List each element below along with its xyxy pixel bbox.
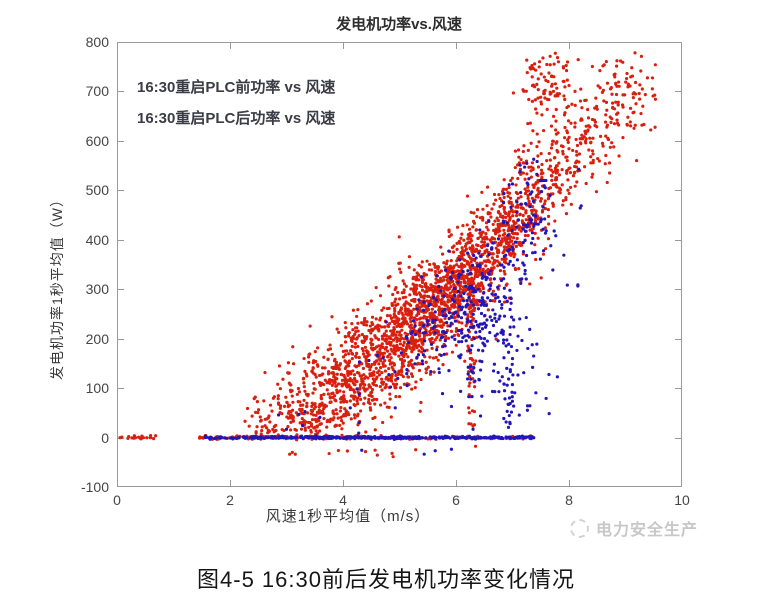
x-tick-label: 4 <box>339 492 347 508</box>
figure-caption: 图4-5 16:30前后发电机功率变化情况 <box>197 567 575 592</box>
x-tick-label: 8 <box>565 492 573 508</box>
chart-legend: 16:30重启PLC前功率 vs 风速 16:30重启PLC后功率 vs 风速 <box>137 72 335 134</box>
y-tick-label: 0 <box>101 429 109 446</box>
y-tick-label: 100 <box>85 380 109 397</box>
y-tick-label: 800 <box>85 34 109 50</box>
publisher-logo-icon <box>570 518 589 538</box>
watermark: 电力安全生产 <box>570 516 698 540</box>
x-tick-label: 0 <box>113 492 121 508</box>
chart-title: 发电机功率vs.风速 <box>336 16 462 33</box>
y-tick-label: 300 <box>85 281 109 298</box>
y-tick-label: 700 <box>85 83 109 100</box>
watermark-text: 电力安全生产 <box>596 522 699 539</box>
scatter-plot-canvas <box>117 42 682 487</box>
x-tick-label: 10 <box>674 492 690 508</box>
y-tick-label: 600 <box>85 132 109 149</box>
legend-entry-before-restart: 16:30重启PLC前功率 vs 风速 <box>137 79 336 96</box>
y-tick-label: 400 <box>85 231 109 248</box>
x-tick-label: 2 <box>226 492 234 508</box>
y-tick-label: 200 <box>85 330 109 347</box>
y-tick-label: 500 <box>85 182 109 199</box>
legend-entry-after-restart: 16:30重启PLC后功率 vs 风速 <box>137 110 336 127</box>
y-tick-label: -100 <box>80 479 109 495</box>
x-axis-label: 风速1秒平均值（m/s） <box>265 508 431 525</box>
x-tick-label: 6 <box>452 492 460 508</box>
